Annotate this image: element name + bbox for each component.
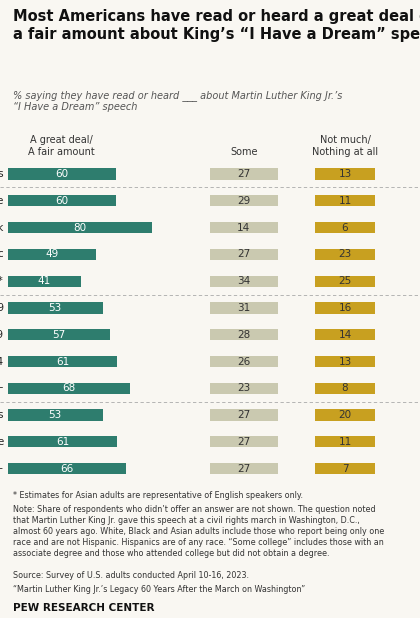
Text: 27: 27 (237, 410, 250, 420)
Text: 57: 57 (52, 330, 66, 340)
Text: 60: 60 (55, 169, 68, 179)
Text: 53: 53 (49, 410, 62, 420)
Text: 23: 23 (339, 250, 352, 260)
Text: Asian*: Asian* (0, 276, 4, 286)
Text: 80: 80 (73, 222, 86, 232)
Bar (315, 302, 375, 313)
Bar (210, 222, 278, 233)
Text: 20: 20 (339, 410, 352, 420)
Text: Note: Share of respondents who didn’t offer an answer are not shown. The questio: Note: Share of respondents who didn’t of… (13, 505, 375, 514)
Text: 8: 8 (342, 383, 348, 393)
Bar (8, 302, 103, 313)
Text: Bachelor’s+: Bachelor’s+ (0, 464, 4, 473)
Bar (315, 436, 375, 447)
Text: 28: 28 (237, 330, 250, 340)
Text: 49: 49 (45, 250, 58, 260)
Bar (315, 383, 375, 394)
Bar (210, 302, 278, 313)
Text: 68: 68 (62, 383, 75, 393)
Text: PEW RESEARCH CENTER: PEW RESEARCH CENTER (13, 603, 154, 612)
Bar (315, 356, 375, 367)
Text: 27: 27 (237, 250, 250, 260)
Text: 61: 61 (56, 437, 69, 447)
Bar (8, 276, 81, 287)
Text: 13: 13 (339, 357, 352, 366)
Bar (8, 195, 116, 206)
Bar (8, 463, 126, 474)
Text: 25: 25 (339, 276, 352, 286)
Text: High school or less: High school or less (0, 410, 4, 420)
Bar (8, 410, 103, 421)
Text: 50-64: 50-64 (0, 357, 4, 366)
Bar (210, 383, 278, 394)
Text: almost 60 years ago. White, Black and Asian adults include those who report bein: almost 60 years ago. White, Black and As… (13, 527, 384, 536)
Text: 61: 61 (56, 357, 69, 366)
Text: Not much/
Nothing at all: Not much/ Nothing at all (312, 135, 378, 156)
Bar (315, 410, 375, 421)
Text: 41: 41 (38, 276, 51, 286)
Text: 66: 66 (60, 464, 74, 473)
Text: 16: 16 (339, 303, 352, 313)
Text: race and are not Hispanic. Hispanics are of any race. “Some college” includes th: race and are not Hispanic. Hispanics are… (13, 538, 383, 547)
Bar (315, 463, 375, 474)
Text: 30-49: 30-49 (0, 330, 4, 340)
Bar (210, 249, 278, 260)
Text: 60: 60 (55, 196, 68, 206)
Bar (315, 276, 375, 287)
Bar (210, 329, 278, 341)
Bar (8, 436, 117, 447)
Bar (210, 436, 278, 447)
Text: that Martin Luther King Jr. gave this speech at a civil rights march in Washingt: that Martin Luther King Jr. gave this sp… (13, 516, 360, 525)
Bar (210, 195, 278, 206)
Bar (210, 410, 278, 421)
Text: 11: 11 (339, 437, 352, 447)
Text: 11: 11 (339, 196, 352, 206)
Bar (210, 463, 278, 474)
Text: 27: 27 (237, 169, 250, 179)
Bar (8, 383, 130, 394)
Text: Ages 18-29: Ages 18-29 (0, 303, 4, 313)
Bar (210, 356, 278, 367)
Bar (8, 169, 116, 180)
Bar (315, 169, 375, 180)
Bar (210, 276, 278, 287)
Text: Some: Some (230, 146, 257, 156)
Text: 14: 14 (237, 222, 250, 232)
Text: 13: 13 (339, 169, 352, 179)
Text: 27: 27 (237, 464, 250, 473)
Bar (8, 356, 117, 367)
Text: Black: Black (0, 222, 4, 232)
Text: All adults: All adults (0, 169, 4, 179)
Bar (210, 169, 278, 180)
Text: “Martin Luther King Jr.’s Legacy 60 Years After the March on Washington”: “Martin Luther King Jr.’s Legacy 60 Year… (13, 585, 305, 594)
Text: Most Americans have read or heard a great deal or
a fair amount about King’s “I : Most Americans have read or heard a grea… (13, 9, 420, 41)
Text: 29: 29 (237, 196, 250, 206)
Bar (8, 222, 152, 233)
Bar (8, 249, 96, 260)
Text: 31: 31 (237, 303, 250, 313)
Bar (315, 222, 375, 233)
Text: 14: 14 (339, 330, 352, 340)
Text: Source: Survey of U.S. adults conducted April 10-16, 2023.: Source: Survey of U.S. adults conducted … (13, 572, 249, 580)
Text: associate degree and those who attended college but did not obtain a degree.: associate degree and those who attended … (13, 549, 329, 558)
Text: 27: 27 (237, 437, 250, 447)
Text: Some college: Some college (0, 437, 4, 447)
Text: 7: 7 (342, 464, 348, 473)
Text: 23: 23 (237, 383, 250, 393)
Text: Hispanic: Hispanic (0, 250, 4, 260)
Text: A great deal/
A fair amount: A great deal/ A fair amount (28, 135, 95, 156)
Bar (315, 195, 375, 206)
Text: 65+: 65+ (0, 383, 4, 393)
Bar (315, 249, 375, 260)
Text: % saying they have read or heard ___ about Martin Luther King Jr.’s
“I Have a Dr: % saying they have read or heard ___ abo… (13, 90, 342, 112)
Text: White: White (0, 196, 4, 206)
Bar (315, 329, 375, 341)
Text: 53: 53 (49, 303, 62, 313)
Text: * Estimates for Asian adults are representative of English speakers only.: * Estimates for Asian adults are represe… (13, 491, 302, 501)
Text: 26: 26 (237, 357, 250, 366)
Bar (8, 329, 110, 341)
Text: 34: 34 (237, 276, 250, 286)
Text: 6: 6 (342, 222, 348, 232)
